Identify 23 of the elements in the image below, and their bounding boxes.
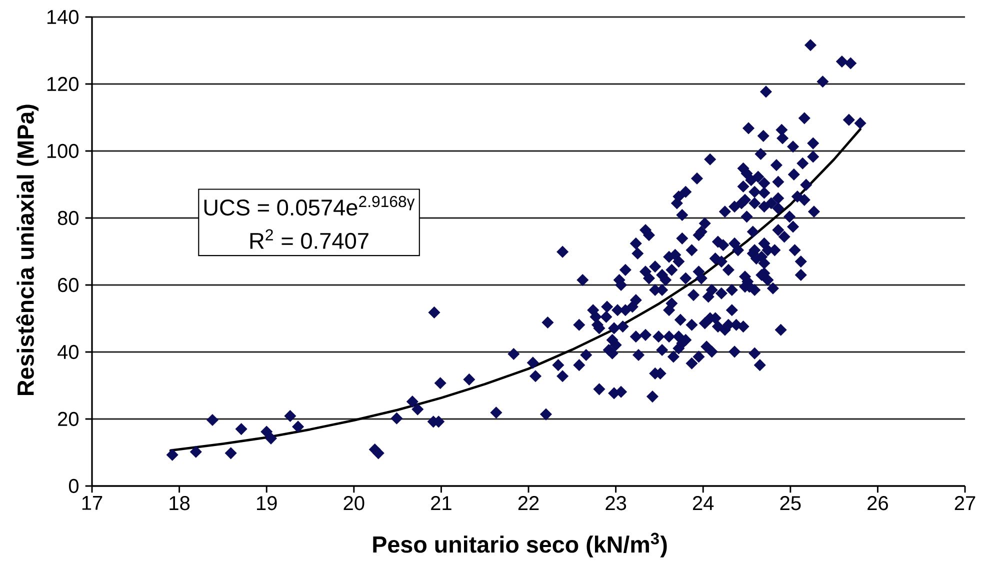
x-tick-label: 18 — [170, 496, 190, 510]
y-tick-label: 40 — [58, 344, 78, 360]
annotation: UCS = 0.0574e$^{2.9168γ}$ — [204, 196, 415, 216]
x-tick-label: 19 — [257, 496, 277, 510]
x-tick-label: 27 — [954, 496, 976, 510]
y-tick-label: 80 — [58, 210, 78, 226]
x-tick-label: 20 — [344, 496, 364, 510]
x-tick-label: 17 — [82, 496, 102, 510]
annotation: R$^{2}$ = 0.7407 — [250, 229, 368, 249]
x-axis-title: Peso unitario seco (kN/m$^{3}$) — [373, 532, 667, 558]
y-tick-label: 120 — [47, 76, 78, 92]
x-tick-label: 26 — [868, 496, 888, 510]
x-tick-label: 22 — [518, 496, 539, 510]
x-tick-label: 25 — [780, 496, 801, 510]
x-tick-label: 24 — [692, 496, 714, 510]
y-tick-label: 60 — [58, 278, 78, 292]
x-tick-label: 21 — [431, 496, 452, 510]
y-axis-title: Resistência uniaxial (MPa) — [16, 104, 39, 396]
x-tick-label: 23 — [606, 496, 626, 510]
y-tick-label: 140 — [47, 10, 78, 24]
y-tick-label: 20 — [58, 412, 78, 426]
y-tick-label: 0 — [68, 478, 78, 494]
y-tick-label: 100 — [47, 144, 78, 158]
